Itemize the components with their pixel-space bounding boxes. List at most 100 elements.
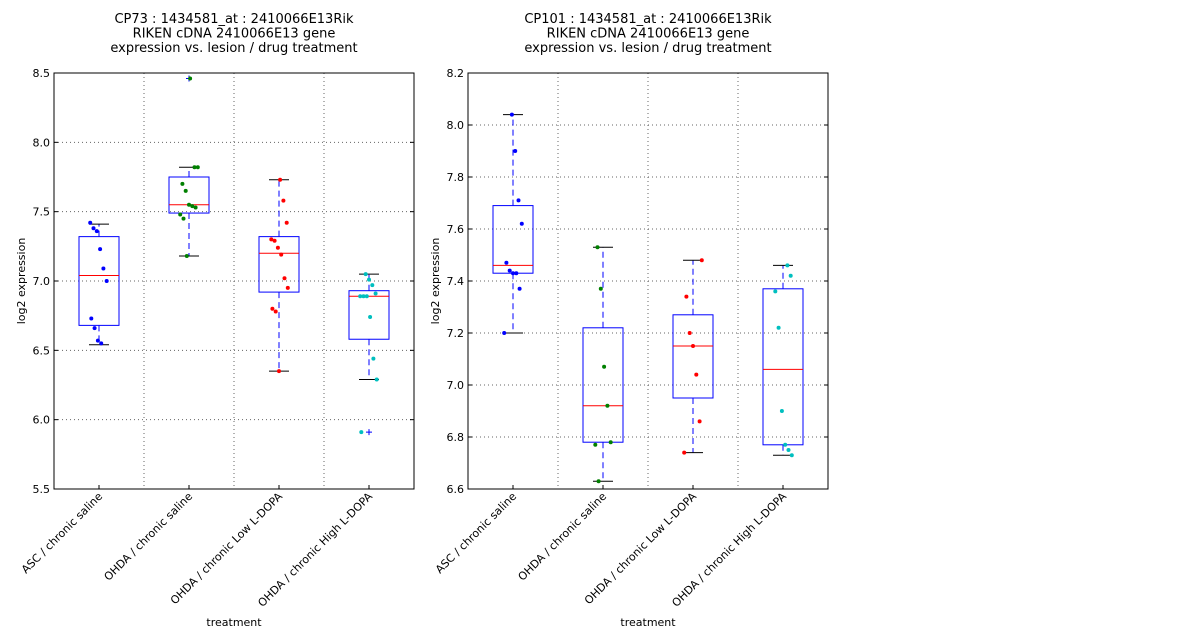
box-iqr [762, 288, 804, 446]
box-3 [672, 258, 714, 455]
y-tick-label: 7.6 [447, 223, 465, 236]
data-point [502, 331, 507, 335]
data-point [285, 285, 290, 290]
plot-frame [467, 72, 829, 490]
data-point [273, 309, 278, 314]
data-point [504, 260, 509, 265]
data-point [786, 448, 791, 452]
chart-title-line: expression vs. lesion / drug treatment [524, 41, 771, 56]
data-point [277, 369, 281, 374]
data-point [181, 216, 186, 221]
data-point [101, 266, 106, 271]
data-point [95, 338, 100, 343]
data-point [513, 149, 518, 153]
data-point [507, 268, 512, 273]
data-point [605, 403, 610, 408]
data-point [788, 273, 793, 278]
data-point [361, 294, 366, 299]
data-point [519, 221, 524, 226]
y-tick-label: 7.0 [33, 275, 51, 288]
y-tick-label: 7.0 [447, 379, 465, 392]
box-iqr [78, 236, 120, 326]
data-point [595, 245, 600, 250]
x-axis-label: treatment [206, 616, 262, 629]
chart-title-line: RIKEN cDNA 2410066E13 gene [133, 27, 336, 42]
data-point [517, 286, 522, 291]
data-point [89, 316, 94, 321]
data-point [687, 331, 692, 335]
y-tick-label: 6.8 [447, 431, 465, 444]
data-point [192, 165, 197, 170]
data-point [180, 181, 185, 186]
box-iqr [348, 290, 390, 340]
data-point [193, 205, 198, 210]
y-tick-label: 8.0 [33, 136, 51, 149]
data-point [278, 177, 283, 182]
data-point [367, 277, 371, 282]
data-point [94, 229, 99, 234]
data-point [785, 263, 790, 268]
data-point [596, 479, 601, 484]
data-point [593, 442, 598, 447]
data-point [275, 245, 280, 250]
data-point [684, 294, 689, 299]
data-point [184, 254, 189, 259]
chart-panel-2: CP101 : 1434581_at : 2410066E13RikRIKEN … [429, 12, 829, 629]
box-1 [78, 220, 120, 346]
data-point [195, 165, 200, 170]
data-point [270, 306, 275, 311]
y-axis-label: log2 expression [15, 238, 28, 325]
box-iqr [582, 327, 624, 443]
chart-title-line: CP73 : 1434581_at : 2410066E13Rik [114, 12, 354, 27]
box-1 [492, 112, 534, 335]
box-iqr [492, 205, 534, 274]
outlier-marker [366, 429, 372, 436]
data-point [190, 204, 195, 209]
data-point [374, 377, 379, 382]
data-point [104, 279, 109, 283]
y-tick-label: 7.4 [447, 275, 465, 288]
data-point [188, 76, 193, 81]
data-point [783, 442, 788, 447]
data-point [776, 325, 781, 330]
data-point [598, 286, 603, 291]
data-point [269, 237, 274, 242]
data-point [691, 344, 695, 348]
data-point [88, 220, 93, 225]
box-iqr [168, 176, 210, 214]
data-point [183, 188, 188, 193]
data-point [284, 220, 289, 225]
data-point [694, 372, 699, 377]
x-axis-label: treatment [620, 616, 676, 629]
data-point [281, 198, 286, 203]
data-point [602, 364, 607, 369]
data-point [92, 326, 97, 331]
data-point [516, 198, 521, 203]
x-tick-label: OHDA / chronic saline [516, 490, 610, 584]
y-tick-label: 8.2 [447, 67, 465, 80]
data-point [99, 341, 104, 346]
data-point [272, 238, 277, 243]
data-point [282, 276, 287, 281]
data-point [371, 356, 376, 361]
data-point [789, 453, 794, 458]
y-tick-label: 8.0 [447, 119, 465, 132]
data-point [279, 252, 284, 257]
x-tick-label: ASC / chronic saline [433, 490, 519, 576]
x-tick-label: ASC / chronic saline [19, 490, 105, 576]
chart-title-line: expression vs. lesion / drug treatment [110, 41, 357, 56]
box-iqr [672, 314, 714, 399]
box-4 [348, 272, 390, 436]
data-point [773, 289, 778, 294]
data-point [779, 409, 784, 413]
data-point [373, 291, 378, 296]
data-point [682, 450, 687, 455]
y-tick-label: 7.2 [447, 327, 465, 340]
y-tick-label: 6.6 [447, 483, 465, 496]
data-point [364, 294, 369, 299]
box-4 [762, 263, 804, 458]
y-tick-label: 6.0 [33, 414, 51, 427]
chart-title-line: RIKEN cDNA 2410066E13 gene [547, 27, 750, 42]
